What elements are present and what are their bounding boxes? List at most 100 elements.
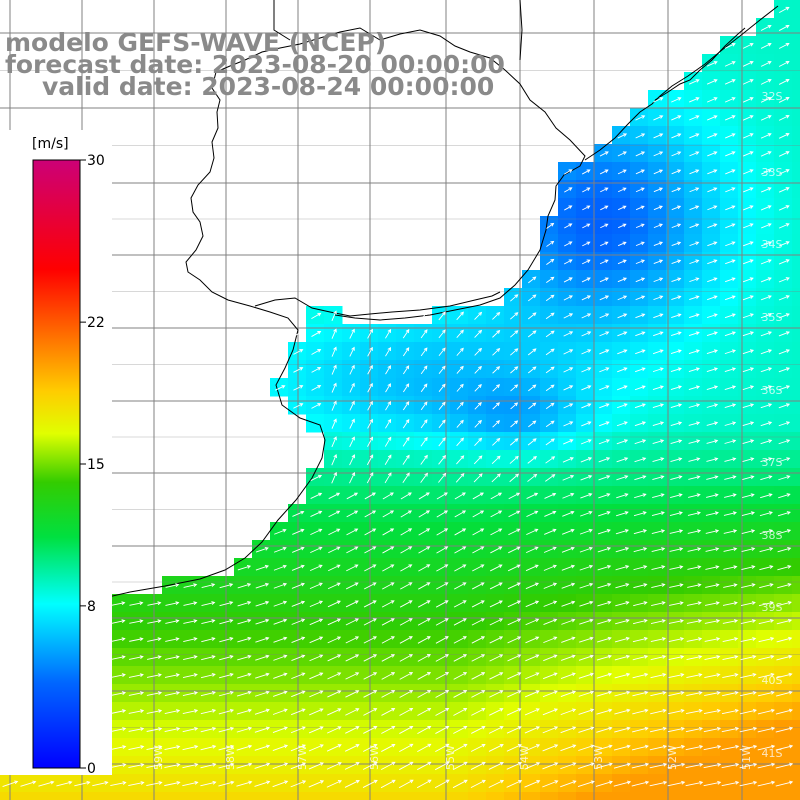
wind-cell [576,486,595,505]
wind-arrow [349,418,355,429]
wind-arrow [385,365,391,375]
wind-cell [630,720,649,739]
wind-cell [774,0,793,19]
wind-cell [720,504,739,523]
wind-cell [612,522,631,541]
wind-arrow [146,781,163,787]
wind-arrow [671,151,682,157]
wind-cell [378,342,397,361]
wind-arrow [561,600,576,607]
wind-arrow [741,547,756,552]
wind-arrow [581,331,592,337]
wind-arrow [617,313,628,319]
wind-arrow [742,277,754,283]
wind-arrow [345,672,360,680]
wind-cell [450,774,469,793]
wind-arrow [402,347,410,357]
wind-arrow [633,529,648,535]
wind-cell [558,288,577,307]
wind-arrow [402,419,410,429]
wind-cell [468,414,487,433]
wind-arrow [290,708,306,716]
coastline-path [0,27,586,616]
wind-cell [558,702,577,721]
wind-arrow [653,259,664,265]
wind-cell [702,126,721,145]
wind-cell [630,486,649,505]
wind-arrow [721,726,740,733]
wind-cell [702,738,721,757]
wind-arrow [546,222,555,229]
wind-arrow [580,510,593,517]
wind-cell [792,522,800,541]
wind-arrow [596,636,612,643]
wind-arrow [634,493,647,499]
wind-cell [630,162,649,181]
wind-cell [792,144,800,163]
wind-arrow [723,529,738,534]
wind-cell [774,270,793,289]
wind-cell [594,756,613,775]
wind-arrow [218,672,234,679]
wind-cell [432,342,451,361]
wind-arrow [578,654,594,661]
wind-arrow [349,346,355,357]
wind-cell [450,342,469,361]
wind-arrow [545,384,555,392]
wind-arrow [420,437,428,447]
wind-arrow [563,421,574,427]
wind-cell [180,792,199,800]
wind-arrow [254,744,271,751]
wind-cell [540,666,559,685]
wind-cell [756,126,775,145]
wind-cell [756,612,775,631]
wind-arrow [617,187,627,193]
wind-arrow [723,511,737,516]
wind-arrow [254,762,271,769]
wind-cell [720,522,739,541]
wind-arrow [273,672,288,679]
wind-arrow [381,618,395,626]
wind-cell [378,396,397,415]
wind-cell [630,792,649,800]
wind-arrow [420,401,428,411]
title-model: modelo GEFS-WAVE (NCEP) [5,28,386,57]
wind-arrow [685,726,704,733]
wind-arrow [776,636,793,643]
wind-arrow [236,726,253,733]
wind-arrow [146,691,163,696]
wind-arrow [685,780,704,787]
wind-cell [108,648,127,667]
wind-cell [270,630,289,649]
wind-cell [630,126,649,145]
wind-arrow [560,672,576,679]
wind-cell [144,702,163,721]
wind-cell [342,558,361,577]
wind-arrow [632,637,648,643]
wind-cell [774,576,793,595]
wind-arrow [293,385,304,391]
wind-cell [288,360,307,379]
wind-cell [720,558,739,577]
wind-arrow [110,781,127,787]
wind-arrow [328,546,341,554]
wind-cell [666,666,685,685]
wind-arrow [617,169,627,175]
wind-cell [594,774,613,793]
wind-cell [684,702,703,721]
wind-cell [648,540,667,559]
wind-cell [684,522,703,541]
wind-arrow [311,349,322,355]
wind-cell [792,252,800,271]
wind-cell [108,756,127,775]
wind-cell [666,558,685,577]
wind-arrow [599,385,610,391]
wind-arrow [474,402,482,410]
wind-cell [702,792,721,800]
wind-cell [360,702,379,721]
wind-cell [558,630,577,649]
wind-cell [720,72,739,91]
wind-cell [450,738,469,757]
wind-arrow [507,600,522,608]
wind-arrow [724,115,736,121]
